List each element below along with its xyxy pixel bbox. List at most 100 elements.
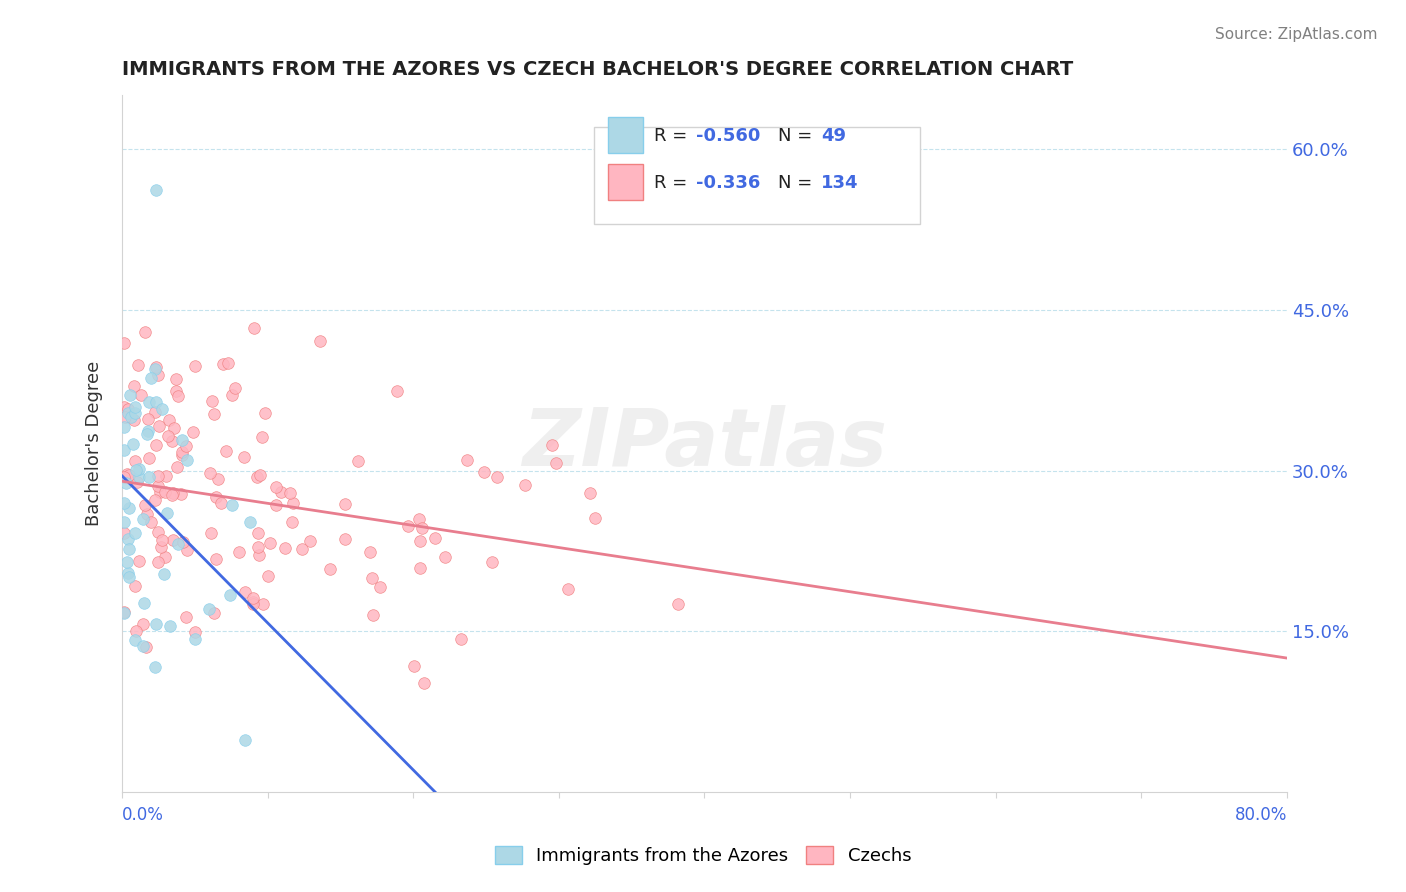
Point <box>413 676 436 690</box>
Point <box>150 541 173 555</box>
Point <box>360 571 382 585</box>
Point <box>184 359 207 373</box>
Point <box>172 535 194 549</box>
Point <box>184 625 207 640</box>
Point <box>148 419 170 434</box>
Text: R =: R = <box>654 174 693 192</box>
Point <box>456 453 478 467</box>
Point <box>143 405 166 419</box>
Point <box>114 515 136 529</box>
Point <box>281 496 304 510</box>
Point <box>233 585 256 599</box>
Point <box>139 515 162 529</box>
Point <box>112 443 135 458</box>
Point <box>246 525 269 540</box>
Point <box>541 438 564 452</box>
Point <box>347 454 370 468</box>
Point <box>118 570 141 584</box>
Point <box>259 536 281 550</box>
Point <box>148 555 170 569</box>
Point <box>246 470 269 484</box>
Point <box>221 498 243 512</box>
Point <box>112 525 135 540</box>
Point <box>200 526 222 541</box>
Point <box>124 463 146 477</box>
Point <box>131 512 153 526</box>
Point <box>127 475 149 489</box>
Point <box>291 542 314 557</box>
Point <box>433 549 456 564</box>
Point <box>242 320 264 334</box>
Point <box>131 387 153 401</box>
Point <box>396 519 419 533</box>
Point <box>122 413 145 427</box>
Point <box>143 492 166 507</box>
Point <box>224 380 246 394</box>
Point <box>114 410 136 425</box>
Point <box>136 412 159 426</box>
Point <box>134 325 156 339</box>
Point <box>211 357 233 371</box>
Point <box>167 537 190 551</box>
Point <box>409 533 432 548</box>
Text: Source: ZipAtlas.com: Source: ZipAtlas.com <box>1215 27 1378 42</box>
Point <box>155 485 177 500</box>
Point <box>120 410 142 425</box>
Point <box>202 407 225 421</box>
Point <box>138 450 160 465</box>
Point <box>202 607 225 621</box>
Text: IMMIGRANTS FROM THE AZORES VS CZECH BACHELOR'S DEGREE CORRELATION CHART: IMMIGRANTS FROM THE AZORES VS CZECH BACH… <box>122 60 1073 78</box>
Point <box>363 608 385 623</box>
Point <box>124 379 146 393</box>
Point <box>115 467 138 482</box>
Point <box>207 472 229 486</box>
FancyBboxPatch shape <box>607 117 643 153</box>
Text: 49: 49 <box>821 127 846 145</box>
Point <box>228 545 250 559</box>
Point <box>278 486 301 500</box>
Point <box>165 372 187 386</box>
Point <box>134 596 156 610</box>
Point <box>333 532 356 546</box>
Point <box>233 450 256 464</box>
Text: N =: N = <box>778 127 818 145</box>
Point <box>124 632 146 647</box>
Text: 0.0%: 0.0% <box>122 805 165 824</box>
Point <box>298 533 321 548</box>
Point <box>156 429 179 443</box>
Point <box>136 424 159 438</box>
Point <box>120 388 142 402</box>
Point <box>242 591 264 606</box>
Point <box>136 427 159 442</box>
Point <box>145 360 167 375</box>
Legend: Immigrants from the Azores, Czechs: Immigrants from the Azores, Czechs <box>485 837 921 874</box>
Point <box>138 470 160 484</box>
Point <box>128 462 150 476</box>
Point <box>215 444 238 458</box>
Point <box>157 413 180 427</box>
Point <box>124 401 146 415</box>
Point <box>125 624 148 638</box>
FancyBboxPatch shape <box>607 164 643 200</box>
Point <box>257 569 280 583</box>
Point <box>112 419 135 434</box>
Point <box>166 459 188 474</box>
Point <box>153 550 176 565</box>
Point <box>546 456 568 470</box>
Point <box>219 588 242 602</box>
Point <box>118 468 141 483</box>
Point <box>139 370 162 384</box>
Point <box>134 499 156 513</box>
Point <box>253 406 276 420</box>
Point <box>143 362 166 376</box>
Point <box>515 478 537 492</box>
Point <box>146 525 169 540</box>
Point <box>117 406 139 420</box>
Point <box>128 470 150 484</box>
Point <box>162 486 184 500</box>
Point <box>162 421 184 435</box>
Point <box>135 640 157 654</box>
Point <box>578 486 600 500</box>
Point <box>583 511 606 525</box>
FancyBboxPatch shape <box>593 127 920 224</box>
